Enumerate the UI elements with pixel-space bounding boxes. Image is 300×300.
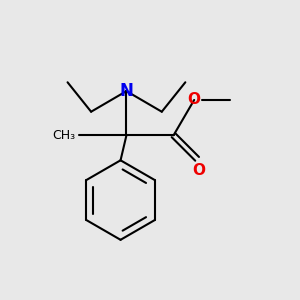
Text: O: O	[188, 92, 201, 107]
Text: N: N	[119, 82, 134, 100]
Text: CH₃: CH₃	[52, 129, 75, 142]
Text: O: O	[192, 163, 205, 178]
